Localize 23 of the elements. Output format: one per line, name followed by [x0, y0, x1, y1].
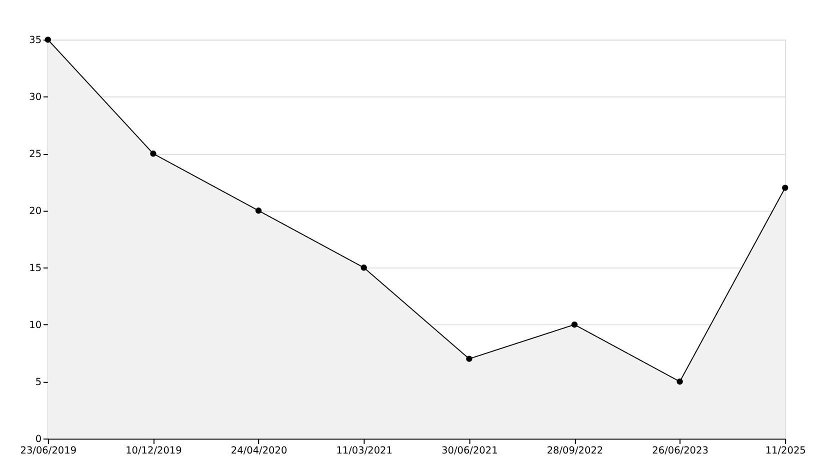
point	[360, 264, 367, 271]
point	[466, 356, 472, 362]
x-tick-label: 30/06/2021	[442, 446, 498, 457]
point	[150, 150, 156, 157]
point	[782, 184, 788, 191]
y-tick-label: 0	[35, 434, 42, 446]
y-tick-label: 20	[29, 206, 42, 218]
y-tick-label: 10	[29, 320, 42, 332]
point	[676, 378, 683, 385]
point	[571, 322, 578, 328]
x-tick-label: 28/09/2022	[546, 446, 604, 457]
x-tick-label: 26/06/2023	[652, 446, 708, 457]
x-tick-label: 24/04/2020	[230, 446, 288, 457]
y-tick-label: 30	[29, 92, 42, 104]
x-tick-label: 23/06/2019	[20, 446, 77, 457]
point	[255, 208, 262, 214]
y-tick-label: 15	[29, 263, 42, 274]
x-tick-label: 10/12/2019	[126, 446, 182, 457]
x-tick-label: 11/2025	[765, 446, 806, 457]
y-tick-label: 35	[29, 35, 42, 46]
x-tick-label: 11/03/2021	[336, 446, 392, 457]
y-tick-label: 25	[29, 149, 42, 160]
y-tick-label: 5	[35, 377, 42, 388]
